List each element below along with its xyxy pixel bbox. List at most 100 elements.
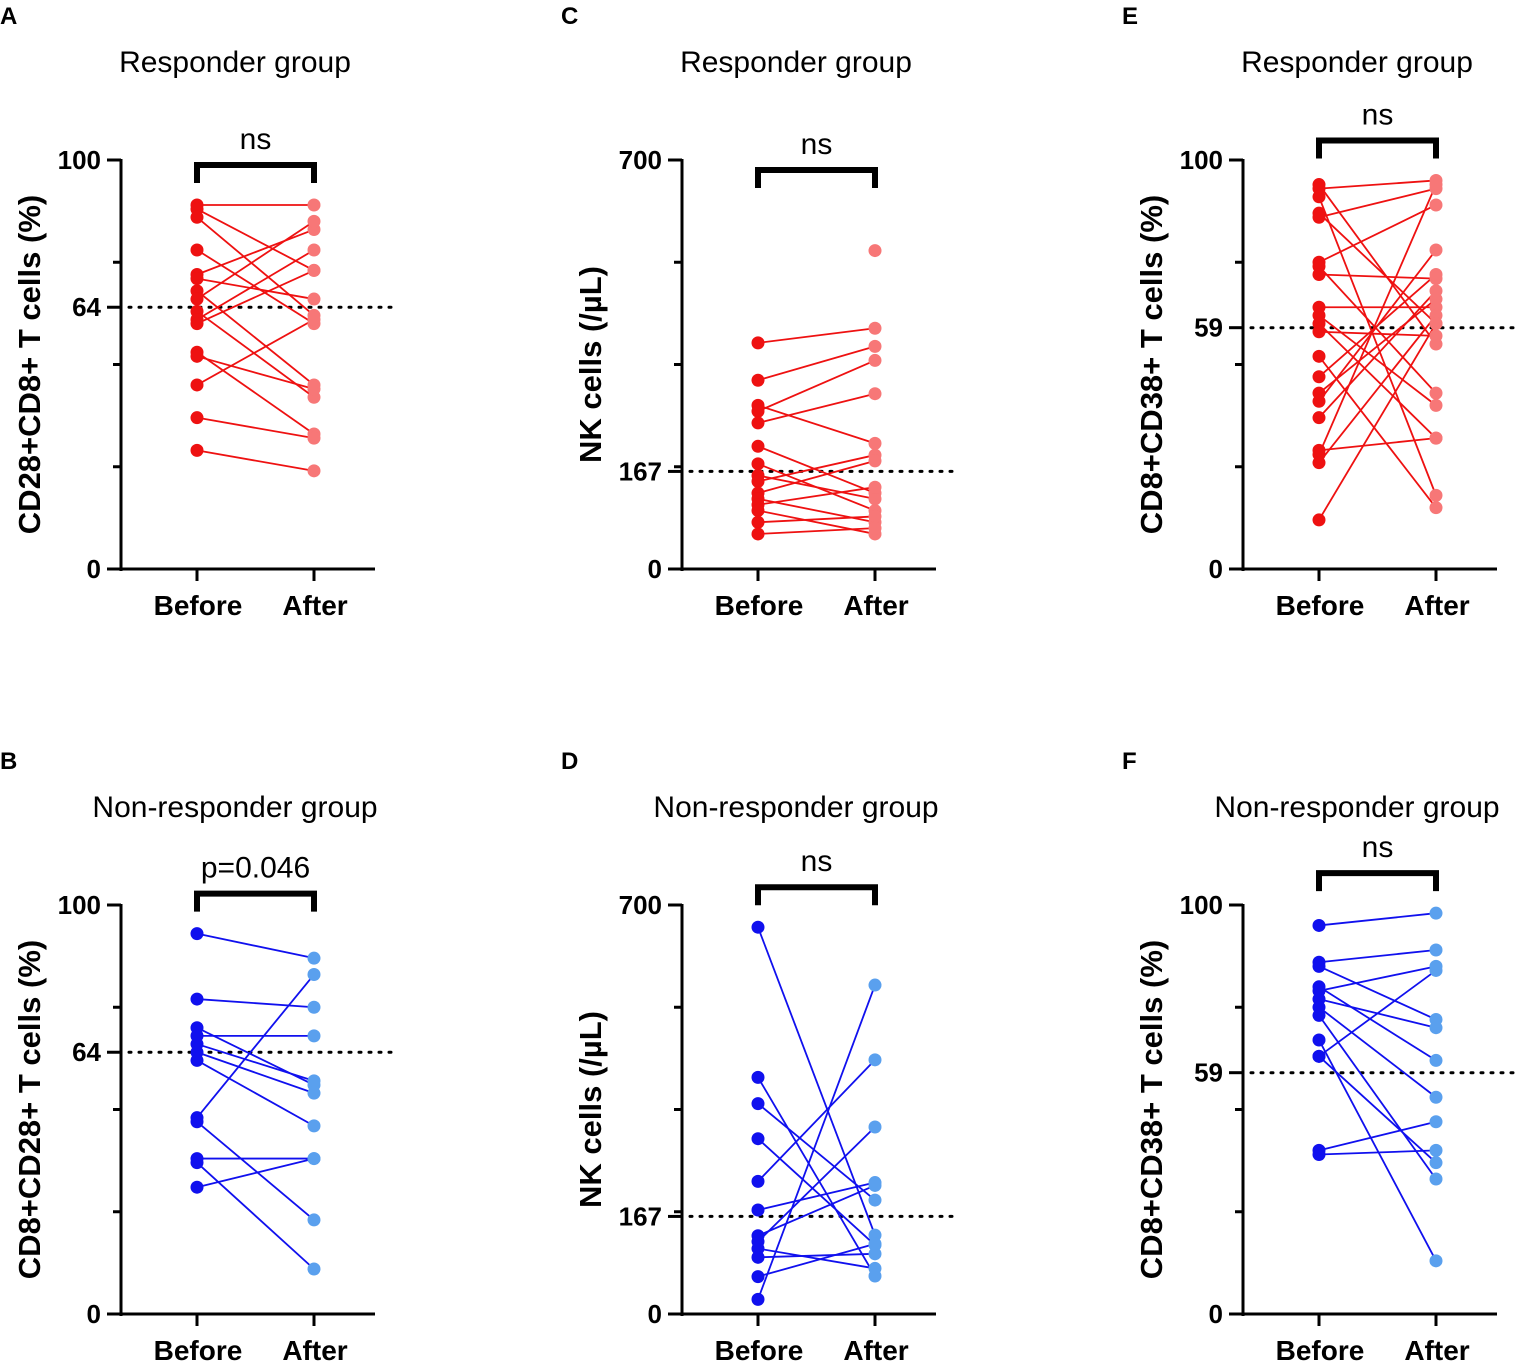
y-tick-label: 167 xyxy=(619,1201,662,1231)
pair-line xyxy=(1318,965,1437,992)
significance-label: ns xyxy=(1362,831,1394,864)
before-point xyxy=(190,292,204,306)
panel-a: A Responder group CD28+CD8+ T cells (%) 100… xyxy=(0,3,397,621)
y-tick-label: 64 xyxy=(72,292,101,322)
pair-line xyxy=(757,1184,876,1237)
pair-line xyxy=(1318,1006,1437,1098)
after-point xyxy=(1429,906,1443,920)
before-point xyxy=(1312,456,1326,470)
y-tick-label: 0 xyxy=(87,554,101,584)
after-point xyxy=(1429,1053,1443,1067)
after-point xyxy=(1429,178,1443,192)
before-point xyxy=(751,515,765,529)
pair-line xyxy=(196,932,315,960)
pair-line xyxy=(196,277,315,300)
after-point xyxy=(868,387,882,401)
before-point xyxy=(1312,918,1326,932)
pair-line xyxy=(196,249,315,325)
pair-line xyxy=(1318,184,1437,455)
before-point xyxy=(751,404,765,418)
y-tick-label: 64 xyxy=(72,1037,101,1067)
x-tick-label-before: Before xyxy=(1276,590,1365,621)
after-point xyxy=(868,321,882,335)
pair-line xyxy=(757,1181,876,1211)
before-point xyxy=(1312,325,1326,339)
pair-line xyxy=(1318,1149,1437,1156)
before-point xyxy=(190,992,204,1006)
before-point xyxy=(751,1292,765,1306)
panel-letter: F xyxy=(1122,748,1137,775)
panel-letter: E xyxy=(1122,3,1138,30)
after-point xyxy=(307,243,321,257)
x-tick-label-before: Before xyxy=(154,590,243,621)
x-tick-label-before: Before xyxy=(715,1335,804,1366)
pair-line xyxy=(757,327,876,344)
pair-line xyxy=(757,392,876,424)
panel-f: F Non-responder group CD8+CD38+ T cells (%… xyxy=(1122,748,1519,1366)
after-point xyxy=(868,1053,882,1067)
pair-line xyxy=(196,449,315,472)
pair-line xyxy=(196,1043,315,1082)
before-point xyxy=(751,1097,765,1111)
before-point xyxy=(751,336,765,350)
before-point xyxy=(190,1115,204,1129)
panel-title: Non-responder group xyxy=(92,791,377,824)
pair-line xyxy=(757,1059,876,1182)
panel-letter: A xyxy=(0,3,17,30)
before-point xyxy=(751,1174,765,1188)
y-axis-label: NK cells (/µL) xyxy=(573,266,608,463)
panel-letter: D xyxy=(561,748,578,775)
x-tick-label-before: Before xyxy=(154,1335,243,1366)
pair-line xyxy=(196,355,315,390)
panel-d: D Non-responder group NK cells (/µL) 700 167… xyxy=(561,748,958,1366)
y-tick-label: 0 xyxy=(648,1299,662,1329)
before-point xyxy=(190,927,204,941)
y-tick-label: 700 xyxy=(619,890,662,920)
after-point xyxy=(1429,398,1443,412)
y-axis-label: NK cells (/µL) xyxy=(573,1011,608,1208)
before-point xyxy=(190,349,204,363)
pair-line xyxy=(1318,314,1437,407)
pair-line xyxy=(196,208,315,272)
after-point xyxy=(1429,501,1443,515)
pair-line xyxy=(757,454,876,483)
before-point xyxy=(751,1132,765,1146)
pair-line xyxy=(196,1162,315,1270)
after-point xyxy=(868,436,882,450)
after-point xyxy=(1429,1115,1443,1129)
pair-line xyxy=(196,220,315,300)
pair-line xyxy=(757,1252,876,1259)
pair-line xyxy=(757,1076,876,1277)
pair-line xyxy=(1318,969,1437,1058)
after-point xyxy=(868,521,882,535)
after-point xyxy=(307,292,321,306)
y-tick-label: 100 xyxy=(1180,145,1223,175)
before-point xyxy=(190,1156,204,1170)
after-point xyxy=(307,198,321,212)
pair-line xyxy=(757,926,876,1236)
pair-line xyxy=(196,1051,315,1094)
before-point xyxy=(1312,370,1326,384)
pair-line xyxy=(757,498,876,524)
y-tick-label: 0 xyxy=(648,554,662,584)
before-point xyxy=(1312,1033,1326,1047)
pair-line xyxy=(1318,1055,1437,1164)
before-point xyxy=(190,411,204,425)
after-point xyxy=(307,1029,321,1043)
panel-b: B Non-responder group CD8+CD28+ T cells (%… xyxy=(0,748,397,1366)
pair-line xyxy=(757,404,876,445)
after-point xyxy=(868,1247,882,1261)
pair-line xyxy=(1318,323,1437,521)
after-point xyxy=(307,1213,321,1227)
pair-line xyxy=(757,345,876,382)
after-point xyxy=(307,1086,321,1100)
pair-line xyxy=(1318,204,1437,264)
significance-bracket xyxy=(194,161,317,183)
after-point xyxy=(868,1261,882,1275)
after-point xyxy=(1429,243,1443,257)
pair-line xyxy=(1318,249,1437,402)
after-point xyxy=(1429,1156,1443,1170)
pair-line xyxy=(757,486,876,506)
before-point xyxy=(1312,268,1326,282)
x-tick-label-before: Before xyxy=(1276,1335,1365,1366)
